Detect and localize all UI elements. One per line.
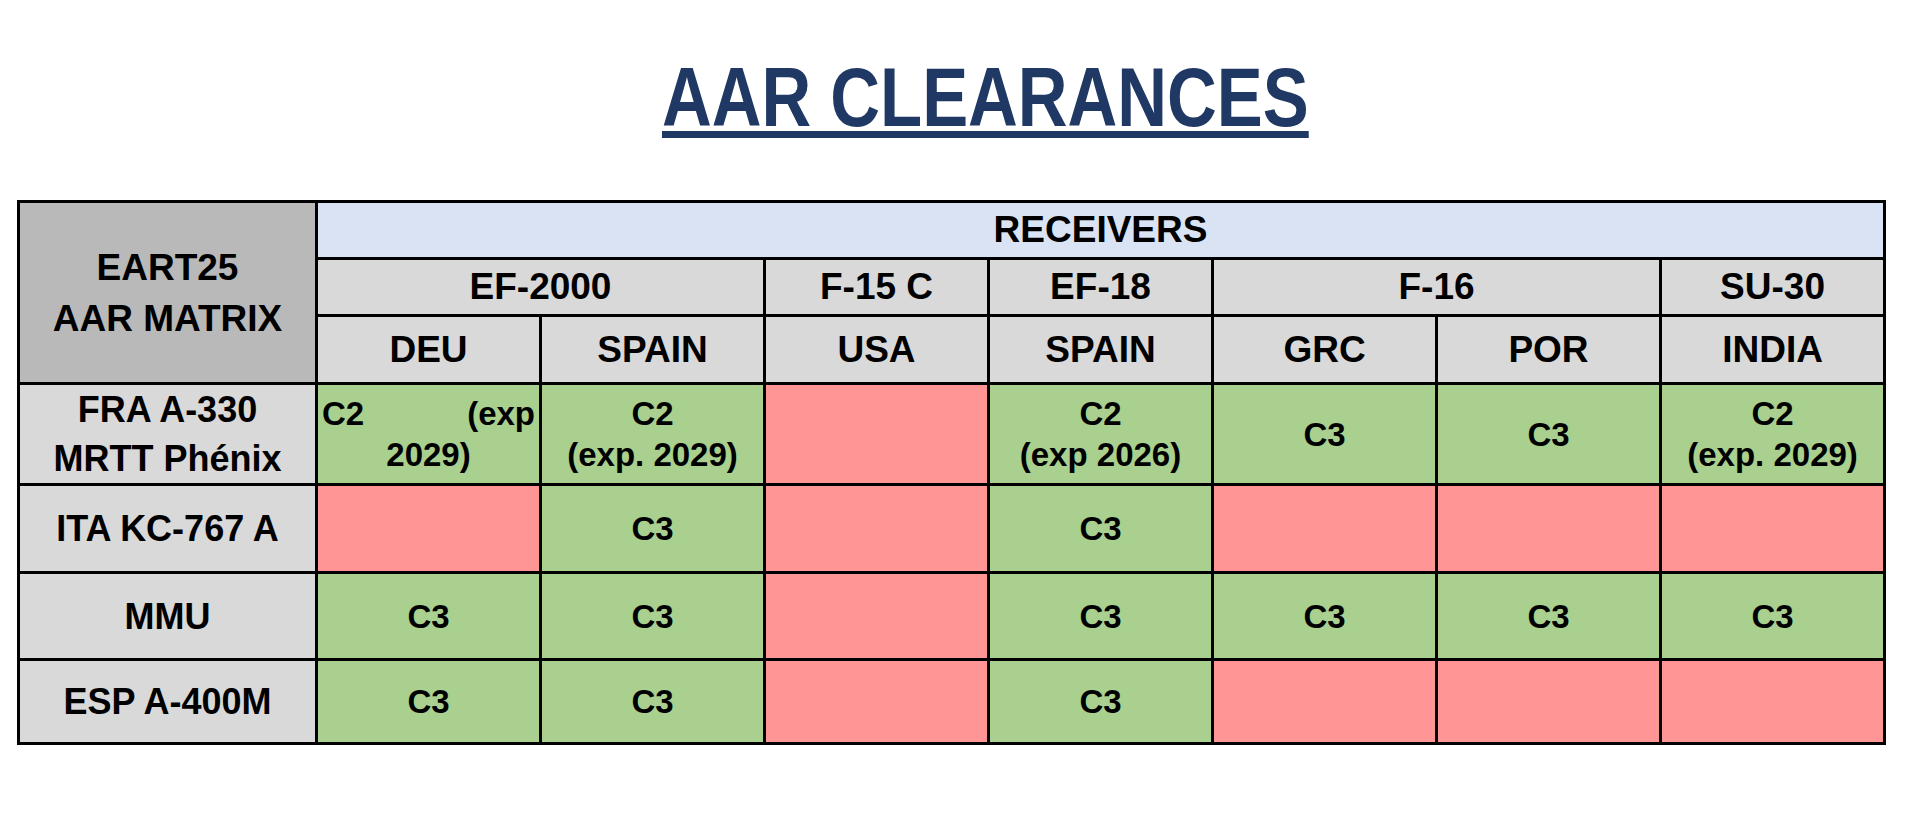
group-header-ef18: EF-18 <box>989 259 1213 316</box>
page-title: AAR CLEARANCES <box>0 55 1920 139</box>
page-title-text: AAR CLEARANCES <box>662 55 1309 139</box>
clearance-cell-esp-deu: C3 <box>317 660 541 744</box>
group-header-su30: SU-30 <box>1661 259 1885 316</box>
clearance-cell-fra-spain-ef18: C2 (exp 2026) <box>989 384 1213 485</box>
clearance-cell-ita-grc <box>1213 485 1437 573</box>
clearance-cell-ita-usa <box>765 485 989 573</box>
tanker-label-mmu: MMU <box>19 573 317 660</box>
corner-line2: AAR MATRIX <box>20 293 315 344</box>
corner-line1: EART25 <box>20 242 315 293</box>
group-header-f16: F-16 <box>1213 259 1661 316</box>
country-header-india: INDIA <box>1661 316 1885 384</box>
aar-matrix-table: EART25 AAR MATRIX RECEIVERS EF-2000 F-15… <box>17 200 1886 745</box>
clearance-cell-fra-usa <box>765 384 989 485</box>
page: AAR CLEARANCES EART25 AAR MATRIX RECEIVE… <box>0 0 1920 817</box>
clearance-cell-ita-india <box>1661 485 1885 573</box>
tanker-label-ita-kc767a: ITA KC-767 A <box>19 485 317 573</box>
matrix-corner-cell: EART25 AAR MATRIX <box>19 202 317 384</box>
clearance-cell-esp-india <box>1661 660 1885 744</box>
clearance-cell-esp-usa <box>765 660 989 744</box>
clearance-cell-fra-grc: C3 <box>1213 384 1437 485</box>
clearance-cell-mmu-india: C3 <box>1661 573 1885 660</box>
clearance-cell-esp-spain-ef18: C3 <box>989 660 1213 744</box>
country-header-grc: GRC <box>1213 316 1437 384</box>
clearance-cell-mmu-grc: C3 <box>1213 573 1437 660</box>
country-header-usa: USA <box>765 316 989 384</box>
clearance-cell-mmu-usa <box>765 573 989 660</box>
group-header-ef2000: EF-2000 <box>317 259 765 316</box>
tanker-label-fra-a330-mrtt-phenix: FRA A-330 MRTT Phénix <box>19 384 317 485</box>
clearance-cell-mmu-por: C3 <box>1437 573 1661 660</box>
country-header-spain-ef2000: SPAIN <box>541 316 765 384</box>
clearance-cell-ita-spain-ef18: C3 <box>989 485 1213 573</box>
clearance-cell-ita-por <box>1437 485 1661 573</box>
clearance-cell-ita-deu <box>317 485 541 573</box>
clearance-cell-fra-spain-ef2000: C2 (exp. 2029) <box>541 384 765 485</box>
clearance-cell-mmu-deu: C3 <box>317 573 541 660</box>
clearance-cell-fra-deu: C2(exp 2029) <box>317 384 541 485</box>
clearance-cell-fra-india: C2 (exp. 2029) <box>1661 384 1885 485</box>
clearance-cell-fra-por: C3 <box>1437 384 1661 485</box>
clearance-cell-esp-grc <box>1213 660 1437 744</box>
country-header-deu: DEU <box>317 316 541 384</box>
receivers-header: RECEIVERS <box>317 202 1885 259</box>
clearance-cell-ita-spain-ef2000: C3 <box>541 485 765 573</box>
group-header-f15c: F-15 C <box>765 259 989 316</box>
clearance-cell-mmu-spain-ef18: C3 <box>989 573 1213 660</box>
clearance-cell-esp-por <box>1437 660 1661 744</box>
tanker-label-esp-a400m: ESP A-400M <box>19 660 317 744</box>
clearance-cell-esp-spain-ef2000: C3 <box>541 660 765 744</box>
country-header-spain-ef18: SPAIN <box>989 316 1213 384</box>
country-header-por: POR <box>1437 316 1661 384</box>
clearance-cell-mmu-spain-ef2000: C3 <box>541 573 765 660</box>
